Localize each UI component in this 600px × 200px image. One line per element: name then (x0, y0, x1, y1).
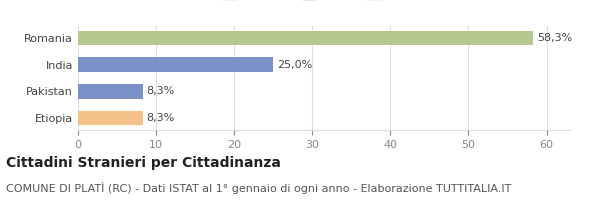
Text: 8,3%: 8,3% (147, 113, 175, 123)
Text: Cittadini Stranieri per Cittadinanza: Cittadini Stranieri per Cittadinanza (6, 156, 281, 170)
Text: 8,3%: 8,3% (147, 86, 175, 96)
Legend: Europa, Asia, Africa: Europa, Asia, Africa (217, 0, 431, 3)
Text: 58,3%: 58,3% (537, 33, 572, 43)
Bar (78, 84, 143, 99)
Bar (78, 111, 143, 125)
Text: COMUNE DI PLATÌ (RC) - Dati ISTAT al 1° gennaio di ogni anno - Elaborazione TUTT: COMUNE DI PLATÌ (RC) - Dati ISTAT al 1° … (6, 182, 511, 194)
Bar (78, 57, 273, 72)
Bar (78, 31, 533, 45)
Text: 25,0%: 25,0% (277, 60, 313, 70)
